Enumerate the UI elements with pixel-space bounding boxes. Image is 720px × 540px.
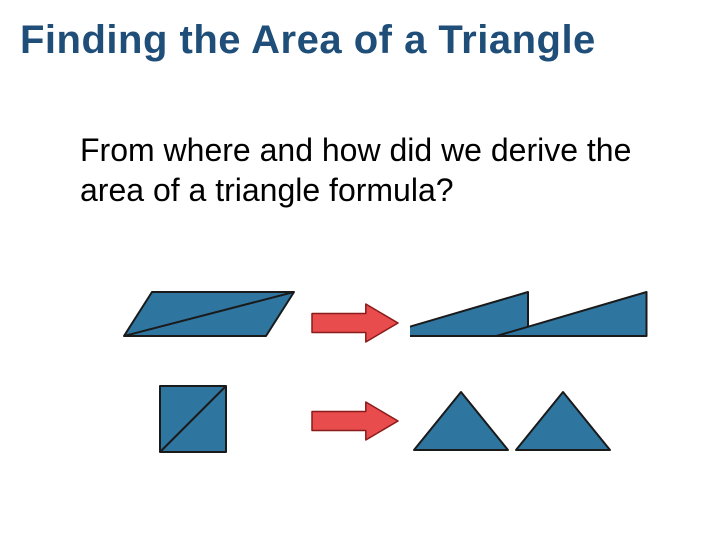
arrow-icon [310, 302, 410, 357]
diagram-area [120, 288, 600, 488]
diagram-row-2 [120, 382, 600, 454]
triangle-pair-long [410, 288, 650, 353]
arrow-icon [310, 400, 410, 455]
square-split-shape [156, 382, 246, 467]
slide-title: Finding the Area of a Triangle [20, 18, 700, 63]
parallelogram-shape [120, 288, 300, 353]
diagram-row-1 [120, 288, 600, 360]
slide-body-text: From where and how did we derive the are… [80, 130, 640, 210]
triangle-pair-iso [410, 388, 630, 473]
